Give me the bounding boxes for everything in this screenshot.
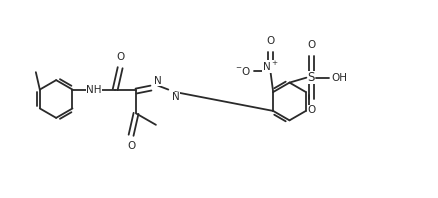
Text: O: O	[307, 106, 315, 115]
Text: O: O	[116, 52, 124, 62]
Text: OH: OH	[331, 73, 347, 83]
Text: O: O	[307, 40, 315, 50]
Text: S: S	[307, 71, 315, 84]
Text: N: N	[172, 92, 180, 102]
Text: O: O	[267, 36, 275, 46]
Text: NH: NH	[86, 85, 102, 95]
Text: $^{-}$O: $^{-}$O	[235, 65, 251, 77]
Text: N: N	[155, 76, 162, 86]
Text: N$^+$: N$^+$	[262, 60, 279, 73]
Text: O: O	[127, 141, 135, 151]
